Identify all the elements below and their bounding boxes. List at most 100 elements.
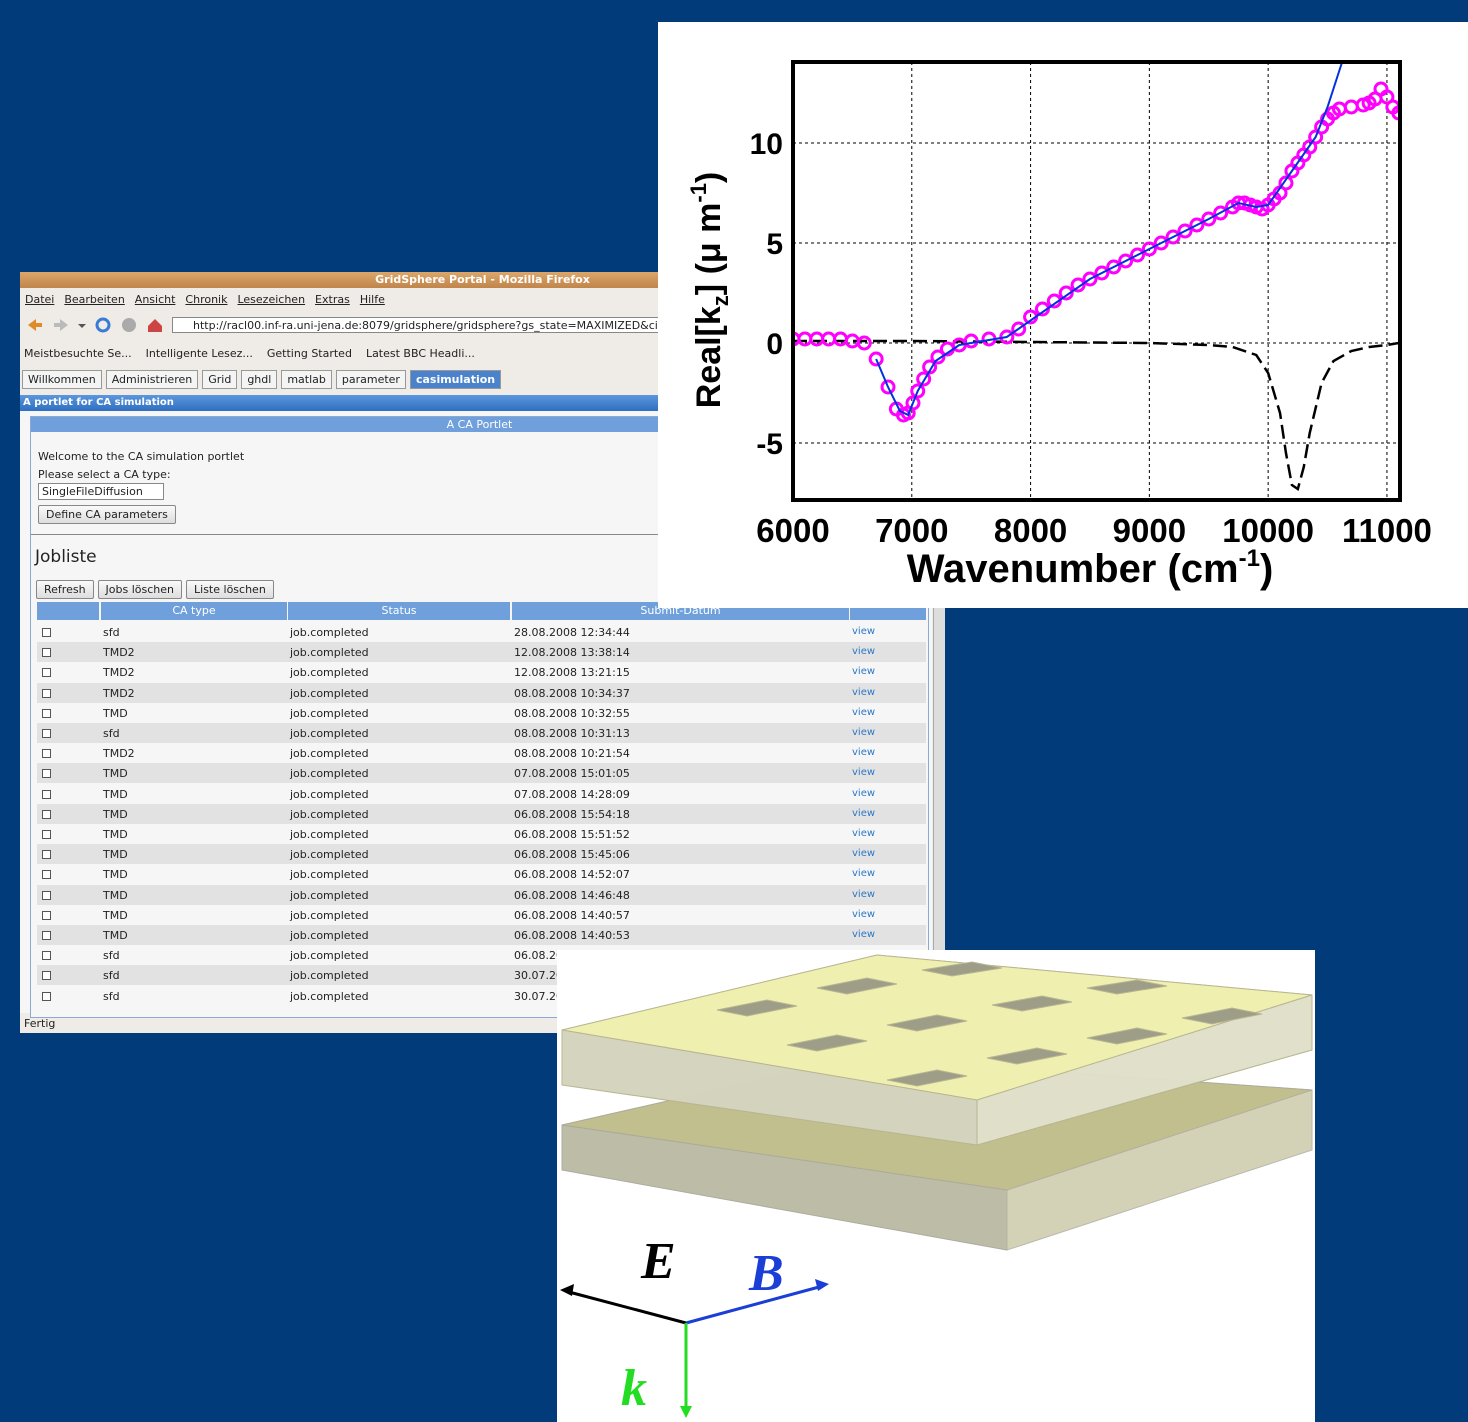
menu-item[interactable]: Extras <box>315 293 350 306</box>
table-cell: TMD <box>103 868 128 881</box>
view-link[interactable]: view <box>852 626 875 637</box>
back-button[interactable] <box>28 319 42 331</box>
portal-tab[interactable]: Grid <box>202 370 237 389</box>
row-checkbox[interactable] <box>42 951 51 960</box>
view-link[interactable]: view <box>852 788 875 799</box>
view-link[interactable]: view <box>852 767 875 778</box>
portal-tab[interactable]: ghdl <box>241 370 277 389</box>
portal-tab[interactable]: Willkommen <box>22 370 102 389</box>
row-checkbox[interactable] <box>42 769 51 778</box>
menu-item[interactable]: Bearbeiten <box>64 293 124 306</box>
row-checkbox[interactable] <box>42 790 51 799</box>
table-cell: sfd <box>103 626 120 639</box>
define-button[interactable]: Define CA parameters <box>38 505 176 524</box>
portal-tab[interactable]: Administrieren <box>106 370 199 389</box>
job-row: TMDjob.completed07.08.2008 15:01:05view <box>37 763 926 783</box>
table-cell: job.completed <box>290 969 369 982</box>
view-link[interactable]: view <box>852 646 875 657</box>
row-checkbox[interactable] <box>42 971 51 980</box>
row-checkbox[interactable] <box>42 830 51 839</box>
table-cell: job.completed <box>290 707 369 720</box>
stop-button[interactable] <box>122 318 136 332</box>
url-bar[interactable]: http://racl00.inf-ra.uni-jena.de:8079/gr… <box>172 317 712 333</box>
menu-item[interactable]: Lesezeichen <box>237 293 305 306</box>
row-checkbox[interactable] <box>42 992 51 1001</box>
prompt-text: Please select a CA type: <box>38 468 171 481</box>
x-tick-label: 11000 <box>1342 512 1432 549</box>
column-header: Status <box>288 602 510 620</box>
row-checkbox[interactable] <box>42 891 51 900</box>
job-row: TMDjob.completed06.08.2008 15:45:06view <box>37 844 926 864</box>
portal-tab[interactable]: parameter <box>336 370 406 389</box>
table-cell: TMD <box>103 767 128 780</box>
table-cell: TMD <box>103 788 128 801</box>
view-link[interactable]: view <box>852 909 875 920</box>
menu-item[interactable]: Ansicht <box>135 293 176 306</box>
ylabel-sup: -1 <box>686 183 711 203</box>
row-checkbox[interactable] <box>42 729 51 738</box>
table-cell: 06.08.20 <box>514 949 563 962</box>
b-label: B <box>748 1245 784 1302</box>
row-checkbox[interactable] <box>42 870 51 879</box>
x-axis-label: Wavenumber (cm-1) <box>907 545 1274 591</box>
table-cell: 06.08.2008 14:40:57 <box>514 909 630 922</box>
view-link[interactable]: view <box>852 727 875 738</box>
row-checkbox[interactable] <box>42 749 51 758</box>
bookmark[interactable]: Meistbesuchte Se... <box>24 347 132 360</box>
y-tick-label: -5 <box>756 428 783 461</box>
view-link[interactable]: view <box>852 929 875 940</box>
row-checkbox[interactable] <box>42 668 51 677</box>
data-point <box>811 333 823 345</box>
table-cell: job.completed <box>290 727 369 740</box>
table-cell: job.completed <box>290 767 369 780</box>
row-checkbox[interactable] <box>42 810 51 819</box>
row-checkbox[interactable] <box>42 689 51 698</box>
row-checkbox[interactable] <box>42 850 51 859</box>
menu-item[interactable]: Hilfe <box>360 293 385 306</box>
row-checkbox[interactable] <box>42 911 51 920</box>
row-checkbox[interactable] <box>42 648 51 657</box>
portal-tab[interactable]: casimulation <box>410 370 501 389</box>
table-cell: 06.08.2008 14:40:53 <box>514 929 630 942</box>
view-link[interactable]: view <box>852 828 875 839</box>
menu-item[interactable]: Datei <box>25 293 54 306</box>
table-cell: job.completed <box>290 949 369 962</box>
data-point <box>823 333 835 345</box>
joblist-button[interactable]: Refresh <box>36 580 94 599</box>
table-cell: 06.08.2008 15:51:52 <box>514 828 630 841</box>
home-button[interactable] <box>148 319 162 332</box>
table-cell: 30.07.20 <box>514 969 563 982</box>
job-row: TMDjob.completed06.08.2008 14:40:57view <box>37 905 926 925</box>
column-header <box>37 602 99 620</box>
table-cell: 06.08.2008 14:46:48 <box>514 889 630 902</box>
reload-button[interactable] <box>97 319 109 331</box>
view-link[interactable]: view <box>852 747 875 758</box>
bookmark[interactable]: Latest BBC Headli... <box>366 347 475 360</box>
table-cell: 07.08.2008 14:28:09 <box>514 788 630 801</box>
bookmark[interactable]: Intelligente Lesez... <box>146 347 253 360</box>
job-row: TMDjob.completed06.08.2008 15:51:52view <box>37 824 926 844</box>
view-link[interactable]: view <box>852 868 875 879</box>
row-checkbox[interactable] <box>42 931 51 940</box>
view-link[interactable]: view <box>852 808 875 819</box>
bookmark[interactable]: Getting Started <box>267 347 352 360</box>
column-header: CA type <box>101 602 287 620</box>
history-dropdown[interactable] <box>78 324 86 328</box>
x-tick-label: 6000 <box>756 512 829 549</box>
view-link[interactable]: view <box>852 707 875 718</box>
joblist-button[interactable]: Jobs löschen <box>98 580 182 599</box>
view-link[interactable]: view <box>852 687 875 698</box>
view-link[interactable]: view <box>852 889 875 900</box>
ca-type-select[interactable]: SingleFileDiffusion <box>38 483 164 500</box>
portal-tab[interactable]: matlab <box>281 370 332 389</box>
row-checkbox[interactable] <box>42 709 51 718</box>
table-cell: job.completed <box>290 929 369 942</box>
joblist-button[interactable]: Liste löschen <box>186 580 274 599</box>
forward-button[interactable] <box>54 319 68 331</box>
view-link[interactable]: view <box>852 848 875 859</box>
menu-item[interactable]: Chronik <box>185 293 227 306</box>
view-link[interactable]: view <box>852 666 875 677</box>
row-checkbox[interactable] <box>42 628 51 637</box>
